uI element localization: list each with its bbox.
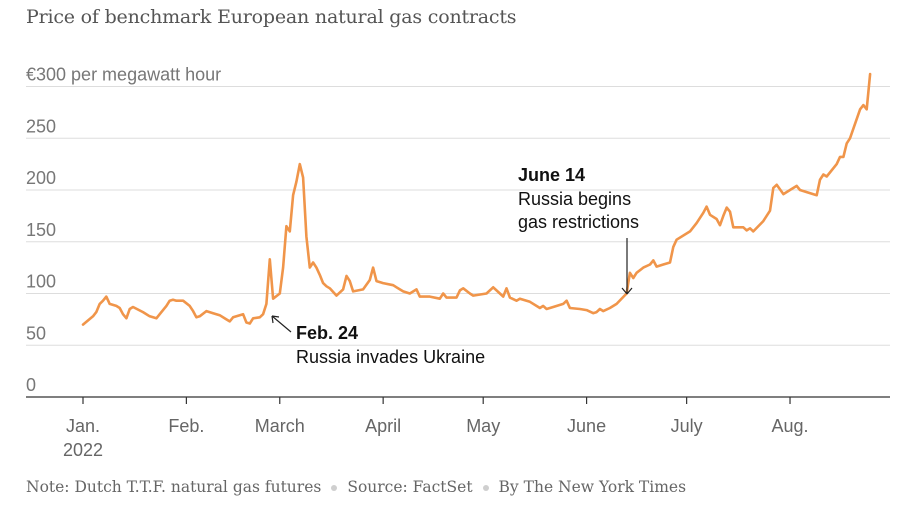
y-tick-label: 100 xyxy=(26,272,56,292)
annotation-feb24-arrowhead xyxy=(271,315,280,324)
x-tick-label: March xyxy=(255,416,305,436)
chart-title: Price of benchmark European natural gas … xyxy=(26,6,517,28)
annotation-feb24-text: Russia invades Ukraine xyxy=(296,347,485,367)
x-tick-sublabel: 2022 xyxy=(63,440,103,460)
annotation-feb24-arrow xyxy=(271,315,292,333)
x-tick-label: Feb. xyxy=(168,416,204,436)
chart-footer: Note: Dutch T.T.F. natural gas futures So… xyxy=(26,478,686,496)
y-tick-label: 200 xyxy=(26,168,56,188)
x-tick-label: Aug. xyxy=(772,416,809,436)
annotation-jun14-label: June 14 xyxy=(518,165,585,185)
separator-dot xyxy=(331,485,338,491)
y-tick-label: 50 xyxy=(26,323,46,343)
price-line xyxy=(81,72,872,326)
y-tick-label: 150 xyxy=(26,220,56,240)
footer-note: Note: Dutch T.T.F. natural gas futures xyxy=(26,478,322,496)
separator-dot xyxy=(482,485,489,491)
x-ticks: Jan. 2022 Feb. March April May June July Aug. xyxy=(63,397,809,460)
annotation-jun14-text-line2: gas restrictions xyxy=(518,212,639,232)
y-tick-label: 250 xyxy=(26,116,56,136)
annotation-jun14-arrowhead xyxy=(621,287,633,295)
annotation-feb24-label: Feb. 24 xyxy=(296,323,358,343)
y-tick-labels: 0 50 100 150 200 250 €300 per megawatt hour xyxy=(26,65,221,396)
annotation-jun14-text-line1: Russia begins xyxy=(518,189,631,209)
x-tick-label: June xyxy=(567,416,606,436)
y-tick-label: €300 per megawatt hour xyxy=(26,65,221,85)
chart-plot: 0 50 100 150 200 250 €300 per megawatt hour Ja… xyxy=(26,65,890,460)
x-tick-label: May xyxy=(466,416,500,436)
x-tick-label: Jan. xyxy=(66,416,100,436)
footer-credit: By The New York Times xyxy=(498,478,687,496)
x-tick-label: July xyxy=(671,416,703,436)
footer-source: Source: FactSet xyxy=(347,478,473,496)
x-tick-label: April xyxy=(365,416,401,436)
grid-lines xyxy=(26,86,890,346)
y-tick-label: 0 xyxy=(26,375,36,395)
